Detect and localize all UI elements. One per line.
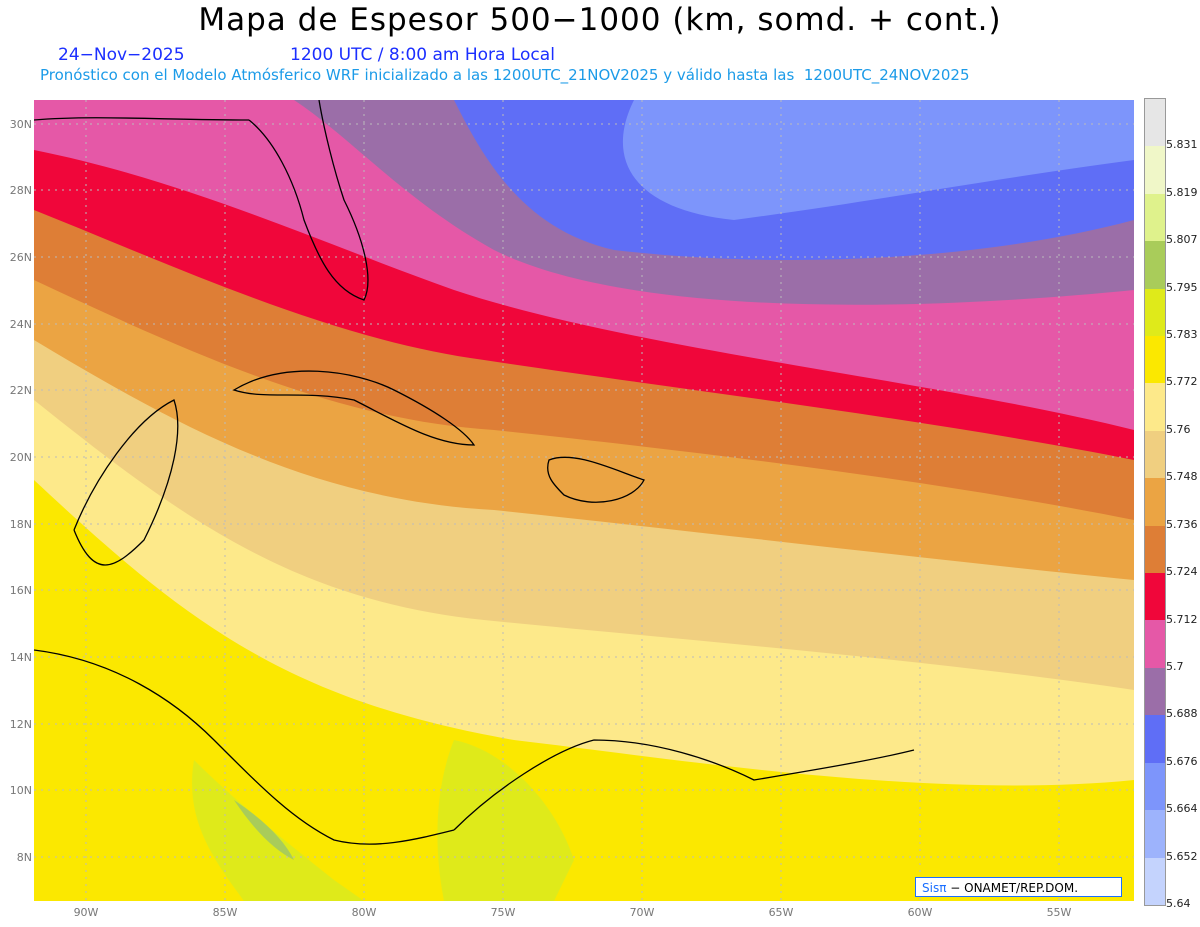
colorbar-label: 5.772 [1166,375,1198,389]
colorbar-label: 5.736 [1166,517,1198,531]
colorbar-swatch [1145,762,1165,811]
lon-label: 85W [212,906,238,919]
lat-label: 10N [9,784,32,797]
south-america-coast [453,739,915,831]
band-5.807-patch [234,800,294,860]
colorbar-label: 5.748 [1166,470,1198,484]
lat-label: 16N [9,584,32,597]
band-5.795-colombia [437,740,574,901]
valid-time: 1200 UTC / 8:00 am Hora Local [290,45,555,65]
lat-label: 20N [9,451,32,464]
colorbar-swatch [1145,241,1165,289]
lat-label: 30N [9,118,32,131]
colorbar-label: 5.76 [1166,422,1191,436]
forecast-description: Pronóstico con el Modelo Atmósferico WRF… [40,66,970,84]
credit-brand: Sisπ [922,881,947,895]
colorbar-label: 5.712 [1166,612,1198,626]
credit-box: Sisπ − ONAMET/REP.DOM. [915,877,1122,897]
lat-label: 18N [9,518,32,531]
thickness-map [34,100,1134,901]
colorbar-label: 5.807 [1166,233,1198,247]
lon-label: 75W [490,906,516,919]
lat-label: 8N [16,851,32,864]
colorbar-swatch [1145,146,1165,194]
central-america-coast [34,649,455,845]
lat-label: 14N [9,651,32,664]
lat-label: 12N [9,718,32,731]
colorbar-swatch [1145,857,1165,905]
colorbar-label: 5.724 [1166,565,1198,579]
lat-label: 22N [9,384,32,397]
colorbar-label: 5.819 [1166,185,1198,199]
lon-label: 80W [351,906,377,919]
cuba-coast [232,370,476,446]
lon-label: 55W [1046,906,1072,919]
colorbar-label: 5.664 [1166,802,1198,816]
colorbar-label: 5.783 [1166,328,1198,342]
lon-label: 65W [768,906,794,919]
colorbar-label: 5.652 [1166,849,1198,863]
colorbar-swatch [1145,99,1165,147]
colorbar-swatch [1145,667,1165,716]
gulf-coast [34,117,250,121]
florida-coast [248,100,369,301]
lon-label: 90W [73,906,99,919]
map-title: Mapa de Espesor 500−1000 (km, somd. + co… [198,2,1002,38]
lat-label: 28N [9,184,32,197]
valid-date: 24−Nov−2025 [58,45,185,65]
colorbar-label: 5.7 [1166,659,1184,673]
colorbar-swatch [1145,715,1165,763]
colorbar-swatch [1145,525,1165,574]
yucatan-coast [73,399,179,566]
colorbar-swatch [1145,430,1165,479]
colorbar-label: 5.795 [1166,280,1198,294]
lon-label: 70W [629,906,655,919]
colorbar-label: 5.676 [1166,754,1198,768]
colorbar-swatch [1145,478,1165,526]
band-5.795-central-america [192,760,364,901]
credit-text: − ONAMET/REP.DOM. [950,881,1079,895]
lat-label: 24N [9,318,32,331]
colorbar-swatch [1145,383,1165,431]
colorbar-swatch [1145,620,1165,668]
lon-label: 60W [907,906,933,919]
colorbar-swatch [1145,288,1165,337]
colorbar-swatch [1145,336,1165,384]
lat-label: 26N [9,251,32,264]
colorbar [1144,98,1166,906]
hispaniola-coast [547,456,645,503]
colorbar-swatch [1145,810,1165,858]
colorbar-label: 5.688 [1166,707,1198,721]
colorbar-label: 5.64 [1166,897,1191,910]
colorbar-swatch [1145,193,1165,242]
colorbar-label: 5.831 [1166,138,1198,152]
band-5.676 [622,100,1134,220]
colorbar-swatch [1145,573,1165,621]
